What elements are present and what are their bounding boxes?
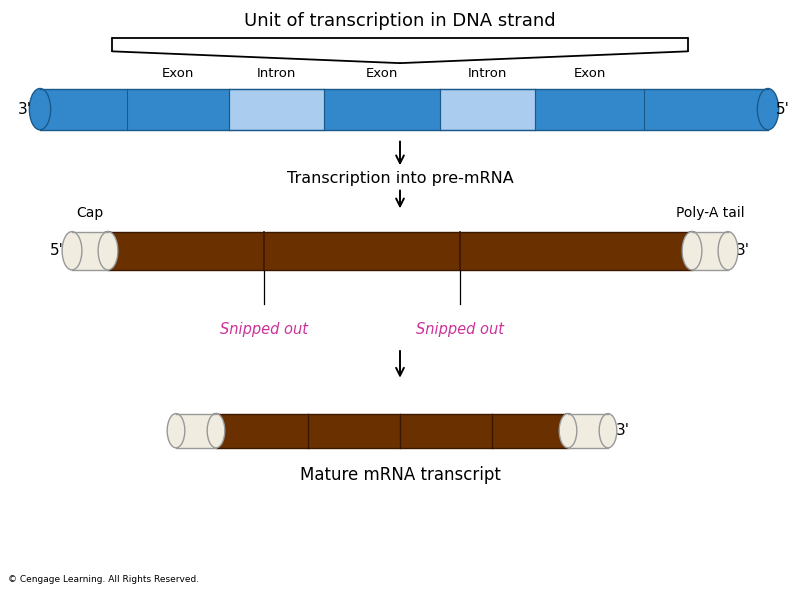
Polygon shape xyxy=(216,414,568,448)
Polygon shape xyxy=(40,88,768,130)
Ellipse shape xyxy=(559,414,577,448)
Text: Mature mRNA transcript: Mature mRNA transcript xyxy=(299,466,501,484)
Ellipse shape xyxy=(98,231,118,270)
Text: Cap: Cap xyxy=(76,206,104,220)
Polygon shape xyxy=(568,414,608,448)
Ellipse shape xyxy=(559,414,577,448)
Text: 3': 3' xyxy=(18,101,32,117)
Ellipse shape xyxy=(207,414,225,448)
Text: Exon: Exon xyxy=(162,67,194,80)
Ellipse shape xyxy=(718,231,738,270)
Text: 5': 5' xyxy=(776,101,790,117)
Polygon shape xyxy=(692,232,728,270)
Text: Snipped out: Snipped out xyxy=(416,322,504,336)
Text: Unit of transcription in DNA strand: Unit of transcription in DNA strand xyxy=(244,12,556,30)
Text: 5': 5' xyxy=(50,243,64,258)
Polygon shape xyxy=(108,232,692,270)
Ellipse shape xyxy=(167,414,185,448)
Ellipse shape xyxy=(62,231,82,270)
Text: Transcription into pre-mRNA: Transcription into pre-mRNA xyxy=(286,171,514,186)
Ellipse shape xyxy=(207,414,225,448)
Polygon shape xyxy=(176,414,216,448)
Text: 3': 3' xyxy=(736,243,750,258)
Text: Exon: Exon xyxy=(366,67,398,80)
Text: Poly-A tail: Poly-A tail xyxy=(676,206,744,220)
Ellipse shape xyxy=(682,231,702,270)
Ellipse shape xyxy=(758,88,778,130)
Ellipse shape xyxy=(98,231,118,270)
Text: Intron: Intron xyxy=(257,67,296,80)
Ellipse shape xyxy=(682,231,702,270)
Ellipse shape xyxy=(599,414,617,448)
Polygon shape xyxy=(72,232,108,270)
Text: © Cengage Learning. All Rights Reserved.: © Cengage Learning. All Rights Reserved. xyxy=(8,575,199,584)
Text: Snipped out: Snipped out xyxy=(220,322,308,336)
Polygon shape xyxy=(230,88,324,130)
Polygon shape xyxy=(440,88,535,130)
Text: Intron: Intron xyxy=(468,67,507,80)
Ellipse shape xyxy=(30,88,50,130)
Text: 3': 3' xyxy=(616,423,630,438)
Text: Exon: Exon xyxy=(574,67,606,80)
